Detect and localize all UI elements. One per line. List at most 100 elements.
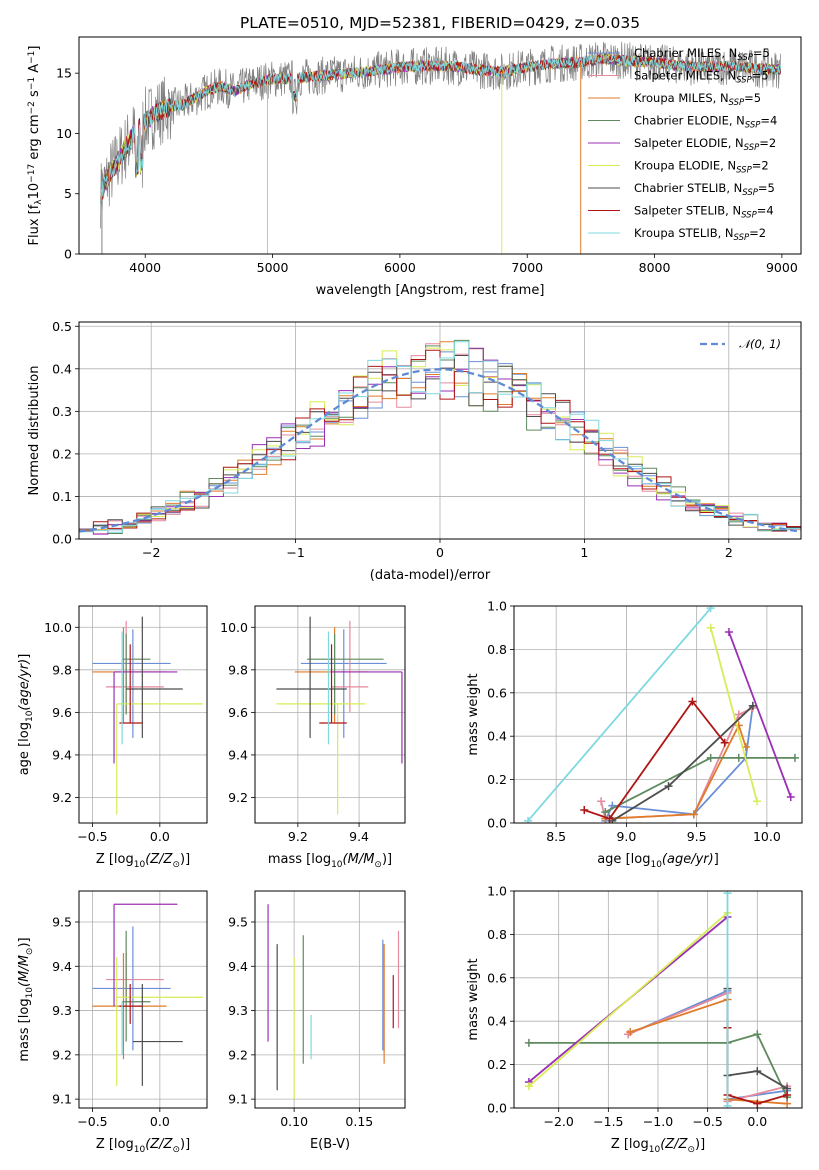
legend-entry: Salpeter ELODIE, NSSP=2 bbox=[634, 136, 776, 153]
plot-area-age_vs_mass bbox=[255, 606, 405, 823]
y-tick-label: 0.1 bbox=[52, 489, 72, 504]
y-tick-label: 0.4 bbox=[487, 729, 507, 744]
mass-weight-point bbox=[626, 1028, 635, 1037]
label-sub: ⊙ bbox=[172, 860, 180, 870]
y-tick-label: 5 bbox=[64, 186, 72, 201]
mass-weight-point bbox=[786, 792, 795, 801]
legend-entry: Salpeter MILES, NSSP=5 bbox=[634, 69, 769, 86]
x-tick-label: 9000 bbox=[766, 260, 798, 275]
mass-weight-point bbox=[753, 797, 762, 806]
plot-area-mass_vs_ebv bbox=[255, 891, 405, 1108]
y-tick-label: 9.1 bbox=[52, 1092, 72, 1107]
x-tick-label: 1 bbox=[580, 545, 588, 560]
axes-frame bbox=[513, 605, 803, 824]
y-tick-label: 9.5 bbox=[52, 915, 72, 930]
legend-sub: SSP bbox=[736, 76, 752, 86]
x-axis-label: age [log10(age/yr)] bbox=[597, 852, 719, 870]
legend-text: Chabrier ELODIE, N bbox=[634, 114, 745, 128]
y-tick-label: 0.4 bbox=[52, 361, 72, 376]
y-tick-label: 0.0 bbox=[487, 816, 507, 831]
plot-area-spectrum bbox=[100, 41, 781, 254]
label-part: (age/yr) bbox=[662, 852, 714, 867]
legend-text: =5 bbox=[752, 69, 769, 83]
plot-area-mass_vs_Z bbox=[79, 891, 207, 1108]
mass-weight-point bbox=[734, 710, 743, 719]
mass-weight-point bbox=[783, 1090, 792, 1099]
x-tick-label: 0.10 bbox=[280, 1114, 308, 1129]
x-tick-label: 8000 bbox=[639, 260, 671, 275]
mass-weight-line bbox=[605, 723, 747, 820]
y-tick-label: 0.0 bbox=[487, 1101, 507, 1116]
x-tick-label: −1.5 bbox=[593, 1114, 623, 1129]
y-tick-label: 9.2 bbox=[228, 790, 248, 805]
legend-entry: 𝒩(0, 1) bbox=[739, 337, 781, 351]
mass-weight-point bbox=[580, 805, 589, 814]
label-part: )] bbox=[695, 1137, 705, 1152]
mass-weight-line bbox=[528, 1033, 788, 1098]
label-sub: ⊙ bbox=[172, 1145, 180, 1155]
mass-weight-point bbox=[601, 808, 610, 817]
y-tick-label: 10.0 bbox=[220, 620, 248, 635]
mass-weight-point bbox=[706, 623, 715, 632]
figure-title: PLATE=0510, MJD=52381, FIBERID=0429, z=0… bbox=[240, 14, 640, 32]
x-tick-label: 4000 bbox=[129, 260, 161, 275]
y-tick-label: 0.2 bbox=[487, 772, 507, 787]
y-tick-label: 9.3 bbox=[52, 1003, 72, 1018]
plot-area-mw_vs_Z bbox=[514, 891, 802, 1108]
x-tick-label: −1.0 bbox=[643, 1114, 673, 1129]
label-part: mass [log bbox=[268, 852, 331, 867]
mass-weight-line bbox=[709, 627, 758, 802]
legend-text: =2 bbox=[749, 226, 766, 240]
label-part: )] bbox=[180, 1137, 190, 1152]
y-tick-label: 0.6 bbox=[487, 970, 507, 985]
y-tick-label: 9.5 bbox=[228, 915, 248, 930]
label-part: s bbox=[27, 90, 42, 101]
label-part: λ bbox=[34, 199, 44, 205]
mass-weight-line bbox=[527, 607, 712, 822]
y-tick-label: 1.0 bbox=[487, 599, 507, 614]
legend-sub: SSP bbox=[729, 98, 745, 108]
legend-sub: SSP bbox=[745, 121, 761, 131]
label-sub: 10 bbox=[331, 860, 343, 870]
label-part: erg cm bbox=[27, 114, 42, 163]
mass-weight-point bbox=[790, 753, 799, 762]
plot-area-age_vs_Z bbox=[79, 606, 207, 823]
y-tick-label: 9.4 bbox=[228, 959, 248, 974]
label-sub: 10 bbox=[134, 1145, 146, 1155]
axes-frame bbox=[78, 36, 802, 255]
label-part: (age/yr) bbox=[17, 659, 32, 711]
label-part: Flux [f bbox=[27, 204, 42, 245]
y-tick-label: 9.6 bbox=[228, 705, 248, 720]
axes-frame bbox=[78, 890, 208, 1109]
y-tick-label: 9.8 bbox=[228, 662, 248, 677]
x-tick-label: 0.0 bbox=[747, 1114, 767, 1129]
legend-text: Kroupa ELODIE, N bbox=[634, 159, 736, 173]
x-axis-label: E(B-V) bbox=[310, 1137, 350, 1152]
label-part: 10 bbox=[25, 710, 35, 722]
panel-spectrum: 4000 5000 6000 7000 8000 9000 0 5 10 15 Chabrier M… bbox=[27, 36, 802, 298]
legend-sub: SSP bbox=[737, 53, 753, 63]
y-tick-label: 0.2 bbox=[52, 446, 72, 461]
legend-text: =4 bbox=[760, 114, 777, 128]
mass-weight-point bbox=[753, 1067, 762, 1076]
label-sub: 10 bbox=[134, 860, 146, 870]
y-tick-label: 9.3 bbox=[228, 1003, 248, 1018]
mass-weight-line bbox=[583, 699, 726, 820]
x-tick-label: 6000 bbox=[384, 260, 416, 275]
panel-residuals: −2 −1 0 1 2 0.0 0.1 0.2 0.3 0.4 0.5 𝒩(0, 1) (data-mo… bbox=[27, 319, 802, 583]
label-part: 10 bbox=[25, 987, 35, 999]
y-axis-label: age [log10(age/yr)] bbox=[17, 654, 35, 776]
legend-text: Salpeter MILES, N bbox=[634, 69, 736, 83]
x-tick-label: −0.5 bbox=[77, 1114, 107, 1129]
mass-weight-point bbox=[664, 782, 673, 791]
x-tick-label: 10.0 bbox=[753, 829, 781, 844]
mass-weight-point bbox=[524, 1082, 533, 1091]
x-tick-label: 2 bbox=[725, 545, 733, 560]
legend-text: =5 bbox=[758, 181, 775, 195]
label-part: A bbox=[27, 64, 42, 77]
axes-frame bbox=[78, 321, 802, 540]
y-tick-label: 15 bbox=[56, 66, 72, 81]
y-tick-label: 9.2 bbox=[52, 1047, 72, 1062]
label-part: 10 bbox=[650, 860, 662, 870]
